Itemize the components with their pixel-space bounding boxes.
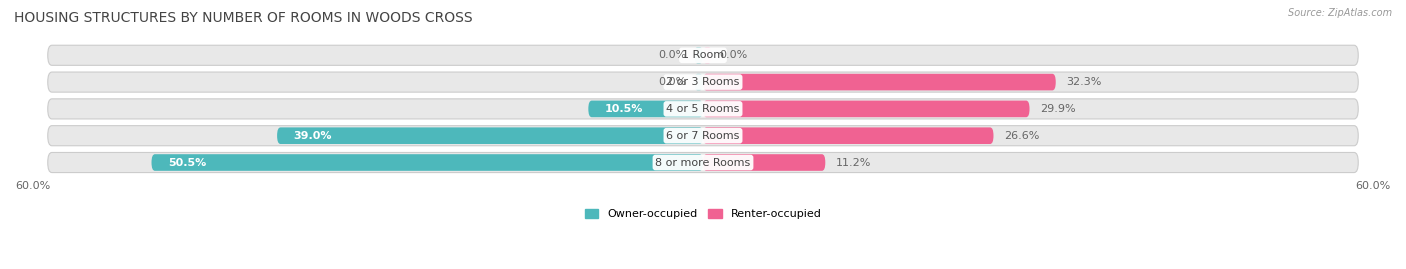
FancyBboxPatch shape — [588, 101, 703, 117]
FancyBboxPatch shape — [277, 128, 703, 144]
Text: 29.9%: 29.9% — [1040, 104, 1076, 114]
FancyBboxPatch shape — [703, 74, 1056, 90]
Text: 50.5%: 50.5% — [167, 158, 207, 168]
Text: 10.5%: 10.5% — [605, 104, 643, 114]
FancyBboxPatch shape — [48, 72, 1358, 92]
Text: 0.0%: 0.0% — [658, 50, 686, 60]
FancyBboxPatch shape — [703, 128, 994, 144]
FancyBboxPatch shape — [48, 153, 1358, 173]
FancyBboxPatch shape — [703, 154, 825, 171]
FancyBboxPatch shape — [48, 126, 1358, 146]
FancyBboxPatch shape — [703, 101, 1029, 117]
FancyBboxPatch shape — [48, 45, 1358, 65]
Text: HOUSING STRUCTURES BY NUMBER OF ROOMS IN WOODS CROSS: HOUSING STRUCTURES BY NUMBER OF ROOMS IN… — [14, 11, 472, 25]
Text: 32.3%: 32.3% — [1067, 77, 1102, 87]
FancyBboxPatch shape — [48, 99, 1358, 119]
Text: 11.2%: 11.2% — [837, 158, 872, 168]
Text: 1 Room: 1 Room — [682, 50, 724, 60]
Text: 60.0%: 60.0% — [15, 181, 51, 191]
Text: 60.0%: 60.0% — [1355, 181, 1391, 191]
Text: 6 or 7 Rooms: 6 or 7 Rooms — [666, 131, 740, 141]
Legend: Owner-occupied, Renter-occupied: Owner-occupied, Renter-occupied — [585, 209, 821, 219]
Text: Source: ZipAtlas.com: Source: ZipAtlas.com — [1288, 8, 1392, 18]
FancyBboxPatch shape — [152, 154, 703, 171]
Text: 0.0%: 0.0% — [720, 50, 748, 60]
Text: 39.0%: 39.0% — [294, 131, 332, 141]
FancyBboxPatch shape — [695, 74, 703, 90]
Text: 8 or more Rooms: 8 or more Rooms — [655, 158, 751, 168]
Text: 4 or 5 Rooms: 4 or 5 Rooms — [666, 104, 740, 114]
FancyBboxPatch shape — [695, 47, 703, 63]
Text: 2 or 3 Rooms: 2 or 3 Rooms — [666, 77, 740, 87]
Text: 26.6%: 26.6% — [1004, 131, 1040, 141]
Text: 0.0%: 0.0% — [658, 77, 686, 87]
FancyBboxPatch shape — [703, 47, 711, 63]
